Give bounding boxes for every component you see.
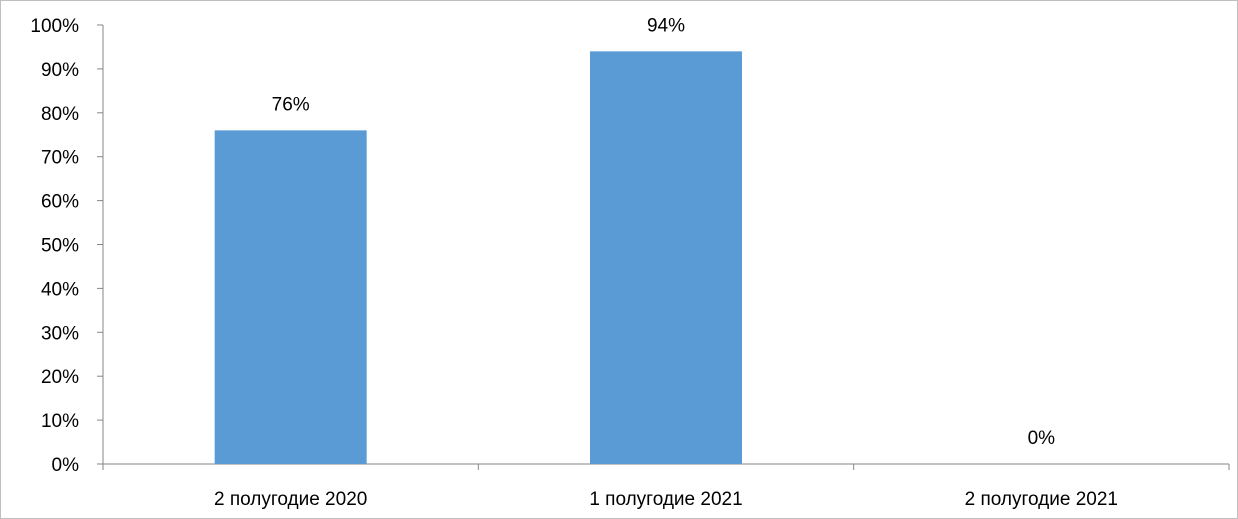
y-tick-label: 0%	[52, 455, 80, 476]
bars	[214, 51, 742, 465]
y-tick-label: 80%	[41, 104, 79, 125]
y-tick-label: 20%	[41, 367, 79, 388]
data-label: 0%	[1028, 428, 1056, 449]
y-tick-label: 30%	[41, 323, 79, 344]
x-tick-label: 2 полугодие 2021	[965, 489, 1118, 510]
y-tick-label: 40%	[41, 279, 79, 300]
x-tick-label: 1 полугодие 2021	[589, 489, 742, 510]
data-labels: 76% 94% 0%	[272, 15, 1056, 449]
bar	[590, 51, 742, 465]
data-label: 94%	[647, 15, 685, 36]
bar	[214, 130, 367, 465]
x-axis: 2 полугодие 2020 1 полугодие 2021 2 полуго…	[102, 463, 1230, 510]
y-tick-label: 100%	[30, 16, 79, 37]
y-tick-label: 90%	[41, 60, 79, 81]
y-tick-label: 10%	[41, 411, 79, 432]
y-axis: 0% 10% 20% 30% 40% 50% 60% 70% 80% 90% 100%	[30, 16, 104, 476]
y-tick-label: 70%	[41, 148, 79, 169]
data-label: 76%	[272, 94, 310, 115]
x-tick-label: 2 полугодие 2020	[214, 489, 367, 510]
y-tick-label: 60%	[41, 192, 79, 213]
y-tick-label: 50%	[41, 236, 79, 257]
